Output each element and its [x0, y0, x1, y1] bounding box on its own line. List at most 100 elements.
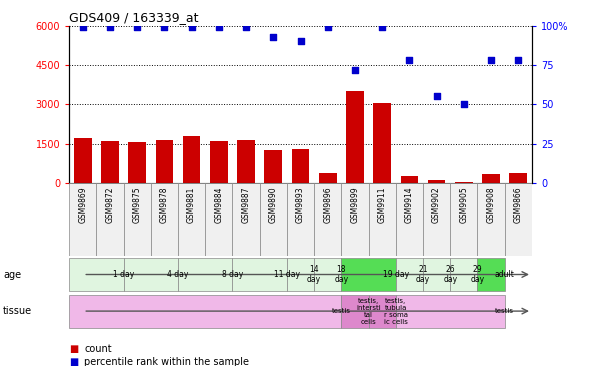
Bar: [233, 258, 287, 291]
Bar: [368, 183, 396, 256]
Text: GSM9899: GSM9899: [350, 187, 359, 223]
Bar: [96, 183, 124, 256]
Text: GSM9905: GSM9905: [459, 187, 468, 223]
Bar: [69, 183, 96, 256]
Bar: [69, 258, 124, 291]
Bar: [477, 183, 505, 256]
Bar: [396, 258, 423, 291]
Bar: [260, 183, 287, 256]
Bar: [368, 295, 396, 328]
Bar: [477, 258, 505, 291]
Text: 21
day: 21 day: [416, 265, 430, 284]
Bar: [291, 149, 310, 183]
Bar: [314, 183, 341, 256]
Text: 26
day: 26 day: [443, 265, 457, 284]
Bar: [505, 183, 532, 256]
Text: GSM9875: GSM9875: [133, 187, 142, 223]
Bar: [287, 183, 314, 256]
Text: GDS409 / 163339_at: GDS409 / 163339_at: [69, 11, 198, 25]
Text: GSM9914: GSM9914: [405, 187, 414, 223]
Text: GSM9902: GSM9902: [432, 187, 441, 223]
Point: [187, 24, 197, 30]
Bar: [124, 183, 151, 256]
Bar: [341, 295, 368, 328]
Text: 18
day: 18 day: [334, 265, 349, 284]
Text: 19 day: 19 day: [383, 270, 409, 279]
Bar: [510, 172, 527, 183]
Bar: [455, 182, 472, 183]
Text: GSM9890: GSM9890: [269, 187, 278, 223]
Bar: [129, 142, 146, 183]
Text: GSM9881: GSM9881: [187, 187, 196, 223]
Text: GSM9896: GSM9896: [323, 187, 332, 223]
Bar: [151, 183, 178, 256]
Bar: [101, 141, 119, 183]
Text: 11 day: 11 day: [274, 270, 300, 279]
Bar: [314, 258, 341, 291]
Bar: [69, 295, 341, 328]
Bar: [319, 172, 337, 183]
Text: GSM9884: GSM9884: [215, 187, 224, 223]
Point: [241, 24, 251, 30]
Point: [432, 93, 441, 99]
Point: [323, 24, 332, 30]
Point: [214, 24, 224, 30]
Point: [78, 24, 88, 30]
Text: 8 day: 8 day: [222, 270, 243, 279]
Text: 1 day: 1 day: [113, 270, 134, 279]
Bar: [450, 183, 477, 256]
Bar: [178, 183, 205, 256]
Bar: [205, 183, 233, 256]
Point: [160, 24, 169, 30]
Bar: [396, 295, 505, 328]
Point: [404, 57, 414, 63]
Text: age: age: [3, 269, 21, 280]
Text: GSM9869: GSM9869: [78, 187, 87, 223]
Text: adult: adult: [495, 270, 514, 279]
Point: [350, 67, 360, 72]
Point: [132, 24, 142, 30]
Text: testis,
tubula
r soma
ic cells: testis, tubula r soma ic cells: [384, 298, 407, 325]
Bar: [237, 140, 255, 183]
Point: [486, 57, 496, 63]
Bar: [346, 91, 364, 183]
Bar: [396, 183, 423, 256]
Text: 29
day: 29 day: [471, 265, 484, 284]
Text: count: count: [84, 344, 112, 354]
Bar: [428, 180, 445, 183]
Bar: [264, 150, 282, 183]
Bar: [341, 183, 368, 256]
Text: 14
day: 14 day: [307, 265, 321, 284]
Text: testis,
intersti
tal
cells: testis, intersti tal cells: [356, 298, 381, 325]
Text: GSM9893: GSM9893: [296, 187, 305, 223]
Bar: [156, 140, 173, 183]
Point: [296, 38, 305, 44]
Text: ■: ■: [69, 357, 78, 366]
Bar: [124, 258, 178, 291]
Text: ■: ■: [69, 344, 78, 354]
Text: testis: testis: [332, 308, 351, 314]
Bar: [210, 141, 228, 183]
Bar: [74, 138, 91, 183]
Text: tissue: tissue: [3, 306, 32, 316]
Bar: [450, 258, 477, 291]
Bar: [178, 258, 233, 291]
Bar: [482, 174, 500, 183]
Text: GSM9908: GSM9908: [487, 187, 496, 223]
Point: [513, 57, 523, 63]
Text: GSM9911: GSM9911: [377, 187, 386, 223]
Text: GSM9887: GSM9887: [242, 187, 251, 223]
Text: percentile rank within the sample: percentile rank within the sample: [84, 357, 249, 366]
Bar: [373, 103, 391, 183]
Text: GSM9866: GSM9866: [514, 187, 523, 223]
Bar: [423, 258, 450, 291]
Text: GSM9878: GSM9878: [160, 187, 169, 223]
Bar: [233, 183, 260, 256]
Text: testis: testis: [495, 308, 514, 314]
Point: [459, 101, 469, 107]
Point: [105, 24, 115, 30]
Bar: [400, 176, 418, 183]
Bar: [341, 258, 396, 291]
Bar: [423, 183, 450, 256]
Point: [269, 34, 278, 40]
